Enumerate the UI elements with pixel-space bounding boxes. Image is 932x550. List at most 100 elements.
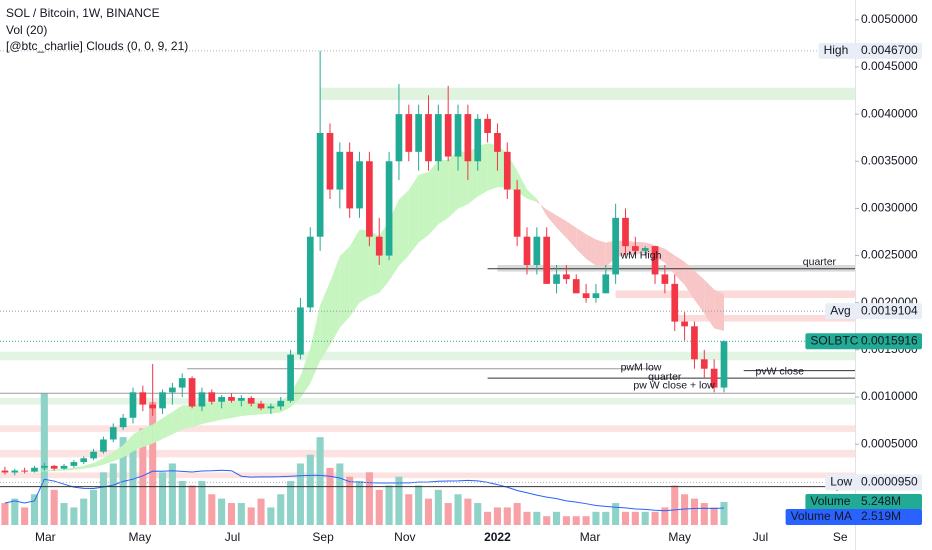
candle-body bbox=[533, 236, 541, 265]
badge-bg bbox=[825, 303, 922, 320]
candle-body bbox=[297, 307, 304, 355]
volume-bar bbox=[562, 516, 570, 525]
volume-bar bbox=[1, 503, 9, 525]
volume-bar bbox=[474, 503, 482, 525]
volume-bar bbox=[641, 511, 649, 525]
candle-body bbox=[188, 378, 196, 407]
volume-bar bbox=[592, 511, 600, 525]
volume-bar bbox=[523, 511, 531, 525]
annotation: pvW close bbox=[756, 365, 805, 377]
cloud-segment bbox=[714, 289, 724, 331]
x-tick-label: Mar bbox=[580, 530, 601, 544]
candle-body bbox=[444, 114, 452, 157]
cloud-segment bbox=[123, 434, 133, 458]
volume-bar bbox=[237, 503, 245, 525]
cloud-segment bbox=[546, 209, 557, 228]
volume-bar bbox=[572, 516, 580, 525]
cloud-segment bbox=[54, 469, 65, 472]
candle-body bbox=[366, 161, 373, 237]
volume-bar bbox=[306, 454, 314, 525]
cloud-indicator: [@btc_charlie] Clouds (0, 0, 9, 21) bbox=[6, 39, 188, 53]
cloud-segment bbox=[172, 405, 183, 435]
cloud-segment bbox=[398, 190, 409, 266]
candle-body bbox=[11, 470, 19, 473]
candle-body bbox=[31, 467, 38, 472]
candle-body bbox=[50, 465, 58, 469]
badge-bg bbox=[785, 509, 922, 525]
volume-bar bbox=[671, 485, 679, 525]
x-tick-label: Jul bbox=[225, 530, 240, 544]
candle-body bbox=[582, 293, 590, 299]
candle-body bbox=[277, 400, 285, 407]
candle-body bbox=[60, 465, 68, 469]
y-tick-label: 0.0030000 bbox=[861, 201, 918, 215]
cloud-segment bbox=[211, 401, 222, 422]
zone bbox=[320, 87, 856, 100]
cloud-segment bbox=[566, 221, 577, 249]
volume-bar bbox=[385, 485, 393, 525]
candle-body bbox=[622, 217, 629, 247]
volume-bar bbox=[365, 472, 373, 525]
badge-value: 0.0015916 bbox=[861, 333, 918, 347]
candle-body bbox=[631, 246, 639, 251]
volume-bar bbox=[513, 503, 521, 525]
volume-bar bbox=[415, 485, 423, 525]
badge-value: 0.0046700 bbox=[861, 43, 918, 57]
candle-body bbox=[316, 132, 324, 237]
volume-bar bbox=[464, 498, 472, 525]
volume-bar bbox=[247, 507, 255, 525]
volume-bar bbox=[651, 511, 659, 525]
zone bbox=[615, 290, 855, 299]
cloud-segment bbox=[536, 198, 547, 216]
candle-body bbox=[129, 392, 137, 418]
volume-ma-line bbox=[4, 469, 725, 512]
x-tick-label: Nov bbox=[394, 530, 415, 544]
cloud-segment bbox=[428, 160, 439, 236]
cloud-segment bbox=[448, 150, 459, 219]
volume-bar bbox=[503, 507, 511, 525]
volume-bar bbox=[681, 494, 689, 525]
badge-name: High bbox=[824, 43, 849, 57]
badge-bg bbox=[805, 333, 922, 350]
badge-bg bbox=[805, 494, 922, 510]
candle-body bbox=[720, 341, 728, 388]
volume-bar bbox=[621, 511, 630, 525]
cloud-segment bbox=[182, 405, 193, 430]
cloud-segment bbox=[152, 418, 163, 444]
badge-name: Avg bbox=[830, 303, 850, 317]
cloud-segment bbox=[438, 159, 449, 225]
volume-indicator: Vol (20) bbox=[6, 23, 47, 37]
badge-name: SOLBTC bbox=[810, 333, 858, 347]
symbol-title: SOL / Bitcoin, 1W, BINANCE bbox=[6, 6, 160, 20]
candle-body bbox=[169, 387, 176, 393]
candle-body bbox=[178, 378, 186, 388]
cloud-segment bbox=[162, 412, 173, 439]
cloud-segment bbox=[231, 400, 242, 418]
candle-body bbox=[553, 274, 560, 284]
cloud-segment bbox=[64, 467, 74, 471]
cloud-segment bbox=[684, 261, 695, 300]
candle-body bbox=[484, 118, 491, 133]
candle-body bbox=[198, 392, 206, 407]
cloud-segment bbox=[73, 465, 84, 470]
candle-body bbox=[21, 470, 28, 472]
candle-body bbox=[395, 114, 403, 162]
candle-body bbox=[218, 397, 225, 402]
volume-bar bbox=[109, 463, 117, 525]
volume-bar bbox=[21, 507, 29, 525]
volume-bar bbox=[227, 503, 236, 525]
candle-body bbox=[149, 404, 157, 409]
candle-body bbox=[346, 151, 354, 209]
labels: SOL / Bitcoin, 1W, BINANCE Vol (20) [@bt… bbox=[6, 6, 850, 492]
candle-body bbox=[691, 326, 698, 360]
annotation: pw W close + low bbox=[633, 379, 715, 391]
cloud-segment bbox=[339, 246, 350, 328]
candle-body bbox=[385, 161, 393, 256]
volume-bar bbox=[129, 450, 137, 525]
volume-bar bbox=[90, 489, 98, 525]
badge-value: 5.248M bbox=[861, 494, 901, 508]
x-tick-label: Jul bbox=[753, 530, 768, 544]
cloud-segment bbox=[310, 305, 321, 384]
volume-bar bbox=[218, 498, 226, 525]
candle-body bbox=[80, 458, 88, 463]
